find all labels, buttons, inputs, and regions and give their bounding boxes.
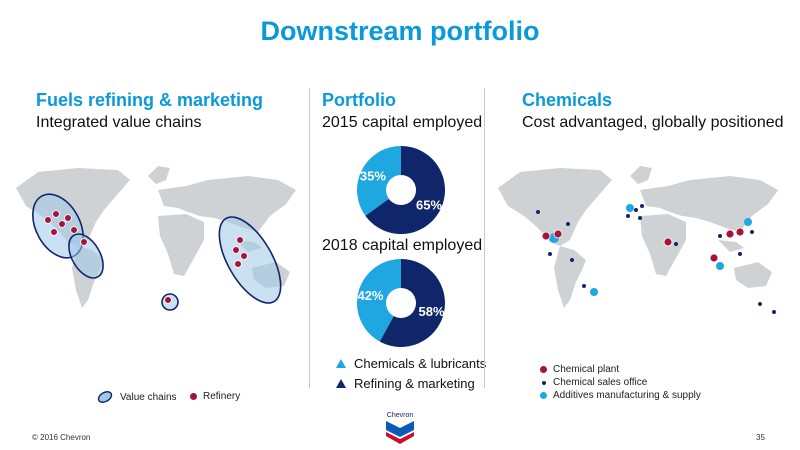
page-number: 35 bbox=[756, 433, 765, 442]
legend-chemicals-lubricants: Chemicals & lubricants bbox=[336, 356, 486, 371]
fuels-heading: Fuels refining & marketing bbox=[36, 90, 264, 110]
pie-svg: 35% 65% bbox=[357, 146, 445, 234]
legend-refinery-label: Refinery bbox=[203, 391, 241, 402]
pie-data-label: 58% bbox=[418, 304, 444, 319]
value-chain-asia bbox=[218, 216, 282, 304]
fuels-subheading: Integrated value chains bbox=[36, 114, 202, 131]
chemical-plant-dot bbox=[709, 253, 719, 263]
sales-office-dot bbox=[758, 302, 762, 306]
chevron-logo: Chevron bbox=[384, 412, 416, 450]
pie-svg: 42% 58% bbox=[357, 259, 445, 347]
world-land bbox=[16, 166, 296, 308]
additives-icon bbox=[540, 392, 547, 399]
sales-office-dot bbox=[674, 242, 678, 246]
pie-data-label: 42% bbox=[357, 288, 383, 303]
sales-office-dot bbox=[548, 252, 552, 256]
chemical-plant-dot bbox=[553, 229, 563, 239]
sales-office-dot bbox=[640, 204, 644, 208]
refinery-dot bbox=[164, 296, 172, 304]
sales-office-dot bbox=[772, 310, 776, 314]
refinery-dot bbox=[240, 252, 248, 260]
pie-2018-title: 2018 capital employed bbox=[322, 237, 483, 254]
pie-slice-chemicals-lubricants bbox=[357, 146, 401, 216]
legend-value-chains-label: Value chains bbox=[120, 391, 177, 403]
legend-chemical-plant: Chemical plant bbox=[540, 364, 701, 375]
chevron-logo-text: Chevron bbox=[386, 412, 414, 419]
pie-2015: 35% 65% bbox=[356, 145, 446, 235]
legend-value-chains: Value chains bbox=[96, 391, 177, 403]
pie-2015-title: 2015 capital employed bbox=[322, 114, 483, 131]
refinery-dot bbox=[80, 238, 88, 246]
chemical-plant-dot bbox=[541, 231, 551, 241]
sales-office-dot bbox=[738, 252, 742, 256]
legend-sales-office: Chemical sales office bbox=[540, 377, 701, 388]
fuels-world-map bbox=[8, 150, 308, 320]
legend-additives-label: Additives manufacturing & supply bbox=[553, 390, 701, 401]
additives-dot bbox=[744, 218, 752, 226]
refinery-dots bbox=[44, 210, 248, 304]
additives-dot bbox=[716, 262, 724, 270]
chemical-plant-dot bbox=[735, 227, 745, 237]
sales-office-dot bbox=[634, 208, 638, 212]
sales-office-dot bbox=[566, 222, 570, 226]
pie-slice-refining-marketing bbox=[379, 259, 445, 347]
legend-refining-marketing-label: Refining & marketing bbox=[354, 376, 475, 391]
pie-slice-chemicals-lubricants bbox=[357, 259, 401, 342]
chemicals-subheading: Cost advantaged, globally positioned bbox=[522, 114, 784, 131]
sales-office-dot bbox=[626, 214, 630, 218]
refinery-dot-icon bbox=[190, 393, 197, 400]
legend-refinery: Refinery bbox=[190, 391, 240, 402]
page-title: Downstream portfolio bbox=[260, 16, 540, 46]
chemicals-legend: Chemical plant Chemical sales office Add… bbox=[540, 364, 701, 401]
additives-dot bbox=[590, 288, 598, 296]
chemical-plant-dot bbox=[663, 237, 673, 247]
sales-office-dot bbox=[582, 284, 586, 288]
chevron-logo-icon bbox=[386, 421, 414, 444]
legend-chemicals-lubricants-label: Chemicals & lubricants bbox=[354, 356, 487, 371]
value-chain-ellipse-icon bbox=[97, 391, 113, 403]
additives-dot bbox=[626, 204, 634, 212]
refinery-dot bbox=[236, 236, 244, 244]
refinery-dot bbox=[64, 214, 72, 222]
triangle-navy-icon bbox=[336, 379, 346, 388]
pie-2018: 42% 58% bbox=[356, 258, 446, 348]
footer-copyright: © 2016 Chevron bbox=[32, 433, 91, 442]
legend-refining-marketing: Refining & marketing bbox=[336, 376, 475, 391]
chemicals-world-map bbox=[490, 150, 790, 320]
value-chain-gulf bbox=[68, 233, 104, 279]
refinery-dot bbox=[44, 216, 52, 224]
sales-office-dot bbox=[536, 210, 540, 214]
chemical-plant-dot bbox=[725, 229, 735, 239]
value-chain-ellipses bbox=[32, 193, 282, 311]
pie-slice-refining-marketing bbox=[365, 146, 445, 234]
sales-office-dot bbox=[718, 234, 722, 238]
refinery-dot bbox=[234, 260, 242, 268]
legend-chemical-plant-label: Chemical plant bbox=[553, 364, 620, 375]
pie-data-label: 65% bbox=[416, 197, 442, 212]
portfolio-heading: Portfolio bbox=[322, 90, 396, 110]
sales-office-icon bbox=[541, 380, 546, 385]
legend-additives: Additives manufacturing & supply bbox=[540, 390, 701, 401]
chemicals-heading: Chemicals bbox=[522, 90, 613, 110]
refinery-dot bbox=[232, 246, 240, 254]
sales-office-dot bbox=[570, 258, 574, 262]
refinery-dot bbox=[70, 226, 78, 234]
sales-office-dot bbox=[638, 216, 642, 220]
chemical-plant-icon bbox=[540, 366, 547, 373]
chemical-sites bbox=[536, 204, 776, 314]
sales-office-dot bbox=[750, 230, 754, 234]
column-divider-right bbox=[484, 88, 485, 388]
refinery-dot bbox=[50, 228, 58, 236]
legend-sales-office-label: Chemical sales office bbox=[553, 377, 648, 388]
world-land bbox=[498, 166, 778, 308]
triangle-light-blue-icon bbox=[336, 359, 346, 368]
refinery-dot bbox=[52, 210, 60, 218]
refinery-dot bbox=[58, 220, 66, 228]
pie-data-label: 35% bbox=[360, 169, 386, 184]
column-divider-left bbox=[309, 88, 310, 388]
